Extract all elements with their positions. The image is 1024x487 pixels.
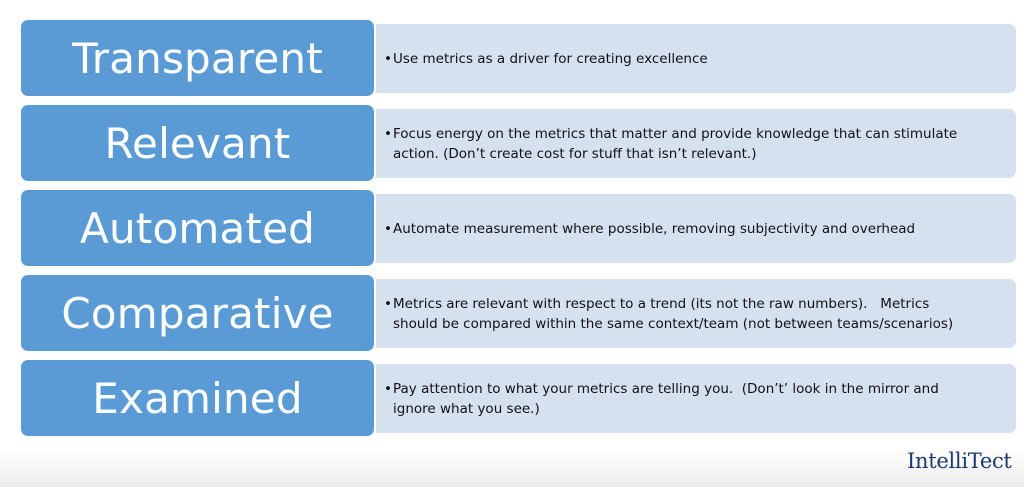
term-box-examined: Examined — [19, 358, 376, 438]
description-text-relevant: Focus energy on the metrics that matter … — [393, 125, 958, 162]
description-text-examined: Pay attention to what your metrics are t… — [393, 380, 939, 417]
description-box-comparative: • Metrics are relevant with respect to a… — [355, 279, 1016, 348]
bullet-automated: • Automate measurement where possible, r… — [384, 219, 915, 239]
description-box-examined: • Pay attention to what your metrics are… — [355, 364, 1016, 433]
description-box-transparent: • Use metrics as a driver for creating e… — [355, 24, 1016, 93]
bullet-dot: • — [384, 380, 392, 397]
row-comparative: • Metrics are relevant with respect to a… — [0, 273, 1024, 355]
description-box-automated: • Automate measurement where possible, r… — [355, 194, 1016, 263]
bullet-dot: • — [384, 295, 392, 312]
description-text-transparent: Use metrics as a driver for creating exc… — [393, 50, 708, 67]
term-box-automated: Automated — [19, 188, 376, 268]
term-box-comparative: Comparative — [19, 273, 376, 353]
bullet-dot: • — [384, 125, 392, 142]
description-box-relevant: • Focus energy on the metrics that matte… — [355, 109, 1016, 178]
slide-footer-gradient — [0, 447, 1024, 487]
bullet-dot: • — [384, 50, 392, 67]
row-examined: • Pay attention to what your metrics are… — [0, 358, 1024, 440]
term-box-relevant: Relevant — [19, 103, 376, 183]
bullet-relevant: • Focus energy on the metrics that matte… — [384, 124, 957, 164]
row-transparent: • Use metrics as a driver for creating e… — [0, 18, 1024, 100]
description-text-automated: Automate measurement where possible, rem… — [393, 220, 916, 237]
description-text-comparative: Metrics are relevant with respect to a t… — [393, 295, 954, 332]
row-automated: • Automate measurement where possible, r… — [0, 188, 1024, 270]
bullet-comparative: • Metrics are relevant with respect to a… — [384, 294, 953, 334]
bullet-examined: • Pay attention to what your metrics are… — [384, 379, 939, 419]
bullet-dot: • — [384, 220, 392, 237]
intellitect-logo: IntelliTect — [907, 449, 1012, 473]
row-relevant: • Focus energy on the metrics that matte… — [0, 103, 1024, 185]
term-box-transparent: Transparent — [19, 18, 376, 98]
bullet-transparent: • Use metrics as a driver for creating e… — [384, 49, 708, 69]
